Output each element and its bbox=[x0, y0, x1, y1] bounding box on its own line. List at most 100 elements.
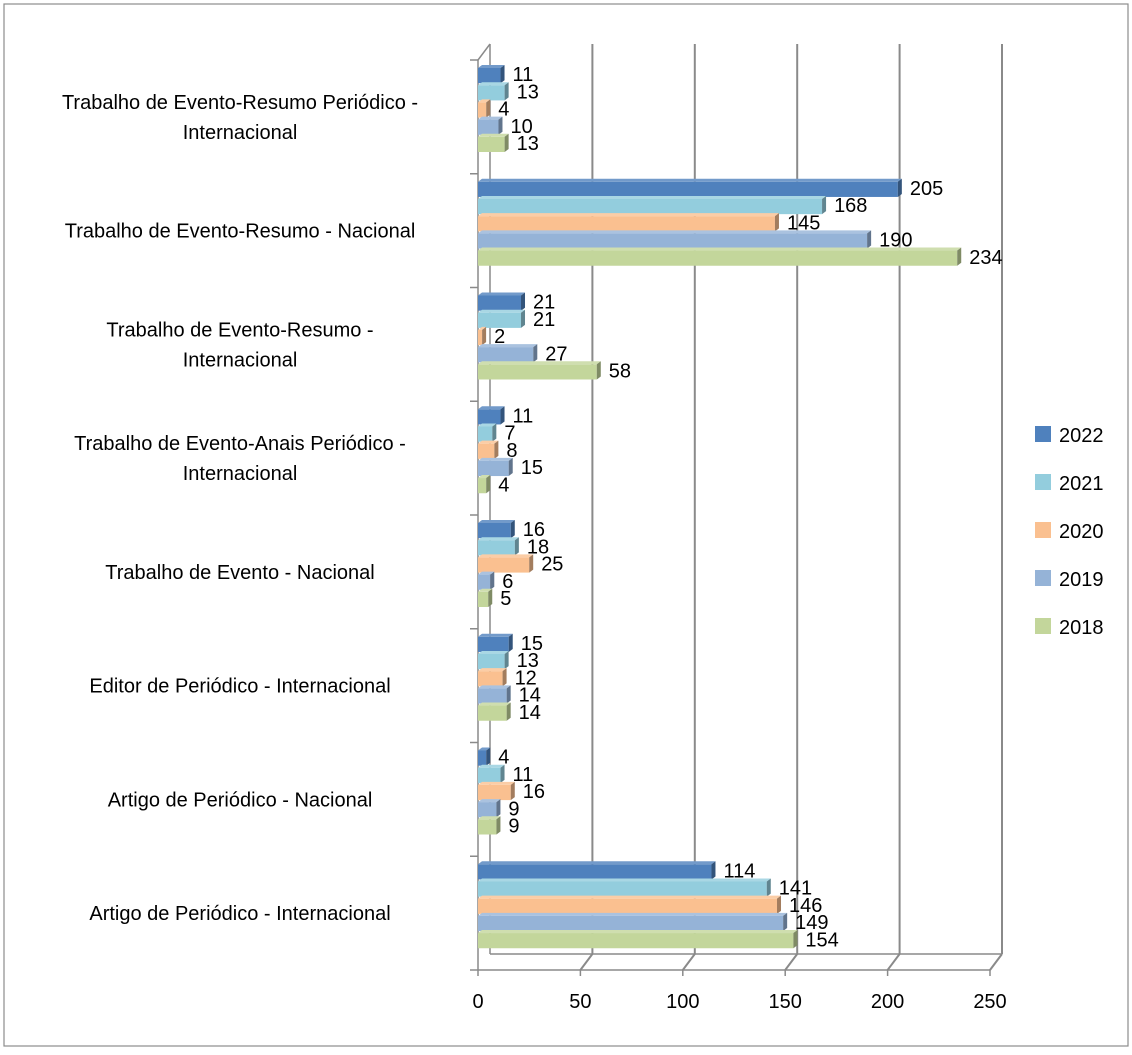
bar-top bbox=[478, 213, 779, 217]
data-label: 7 bbox=[504, 423, 515, 445]
data-label: 25 bbox=[541, 554, 563, 576]
bar-top bbox=[478, 571, 495, 575]
bar-top bbox=[478, 457, 513, 461]
bar-end bbox=[774, 213, 779, 232]
x-tick-label: 200 bbox=[871, 991, 904, 1013]
category-label: Trabalho de Evento-Anais Periódico -Inte… bbox=[74, 433, 406, 485]
legend-label: 2018 bbox=[1059, 617, 1104, 639]
bar-top bbox=[478, 82, 509, 86]
legend-swatch bbox=[1035, 618, 1051, 634]
bar-top bbox=[478, 406, 505, 410]
bar bbox=[478, 653, 505, 670]
bar-end bbox=[508, 457, 513, 477]
data-label: 2 bbox=[494, 326, 505, 348]
data-label: 154 bbox=[805, 929, 838, 951]
bar bbox=[478, 364, 597, 380]
bar bbox=[478, 478, 487, 494]
bar-top bbox=[478, 764, 505, 768]
category-label: Artigo de Periódico - Internacional bbox=[89, 903, 390, 925]
bar bbox=[478, 915, 784, 932]
data-label: 190 bbox=[879, 230, 912, 252]
bar-top bbox=[478, 861, 716, 865]
bar-top bbox=[478, 816, 501, 820]
bar-end bbox=[521, 309, 526, 328]
gridline-floor bbox=[886, 953, 901, 971]
data-label: 12 bbox=[515, 667, 537, 689]
data-label: 11 bbox=[513, 405, 534, 427]
bar-end bbox=[498, 116, 503, 135]
bar-top bbox=[478, 326, 487, 330]
bar-top bbox=[478, 344, 538, 348]
bar bbox=[478, 819, 497, 835]
bar bbox=[478, 767, 501, 783]
bar bbox=[478, 523, 511, 539]
data-label: 9 bbox=[508, 798, 519, 820]
bar-end bbox=[486, 475, 491, 494]
bar-end bbox=[504, 133, 509, 152]
bar-end bbox=[514, 537, 519, 556]
gridline-floor bbox=[579, 953, 594, 971]
bar bbox=[478, 688, 507, 704]
bar bbox=[478, 557, 530, 573]
bar bbox=[478, 68, 501, 84]
category-label: Editor de Periódico - Internacional bbox=[89, 676, 390, 698]
bar-top bbox=[478, 668, 507, 672]
gridline-floor bbox=[989, 953, 1003, 971]
bar-top bbox=[478, 423, 497, 427]
bar bbox=[478, 409, 501, 425]
bar bbox=[478, 443, 495, 459]
bar bbox=[478, 864, 712, 880]
bar bbox=[478, 119, 499, 135]
bar-end bbox=[897, 178, 902, 197]
bar-top bbox=[478, 781, 515, 785]
bar-top bbox=[478, 912, 788, 916]
bar bbox=[478, 233, 868, 249]
legend-swatch bbox=[1035, 522, 1051, 538]
bar bbox=[478, 329, 483, 346]
bar-top bbox=[478, 65, 505, 68]
bar bbox=[478, 250, 958, 266]
bar-end bbox=[502, 668, 507, 687]
bar-end bbox=[510, 781, 515, 801]
y-axis-top-edge bbox=[477, 43, 491, 61]
data-label: 27 bbox=[545, 343, 567, 365]
legend-label: 2020 bbox=[1059, 521, 1104, 543]
bar-end bbox=[793, 930, 798, 949]
bar-end bbox=[496, 799, 501, 818]
bar-top bbox=[478, 878, 771, 882]
category-label: Trabalho de Evento-Resumo Periódico -Int… bbox=[62, 92, 418, 144]
data-label: 205 bbox=[910, 178, 943, 200]
bar-top bbox=[478, 116, 503, 120]
data-label: 16 bbox=[523, 781, 545, 803]
gridline-floor bbox=[784, 953, 799, 971]
bar-top bbox=[478, 361, 601, 365]
bar-end bbox=[500, 406, 505, 425]
category-label: Trabalho de Evento-Resumo - Nacional bbox=[65, 221, 416, 243]
data-label: 15 bbox=[521, 633, 543, 655]
bar bbox=[478, 784, 511, 801]
bar-top bbox=[478, 747, 491, 751]
bar-top bbox=[478, 178, 902, 182]
bar-end bbox=[521, 292, 526, 311]
bar bbox=[478, 85, 505, 101]
bar-top bbox=[478, 554, 534, 558]
bar bbox=[478, 102, 487, 118]
data-label: 141 bbox=[779, 878, 812, 900]
x-tick-label: 250 bbox=[973, 991, 1006, 1013]
data-label: 16 bbox=[523, 519, 545, 541]
category-labels: Trabalho de Evento-Resumo Periódico -Int… bbox=[62, 92, 418, 925]
bar-top bbox=[478, 247, 962, 251]
bar-top bbox=[478, 475, 491, 479]
bar-end bbox=[510, 520, 515, 539]
bar-end bbox=[596, 361, 601, 380]
bar-end bbox=[777, 895, 782, 914]
bar bbox=[478, 198, 823, 215]
data-label: 5 bbox=[500, 588, 511, 610]
data-label: 21 bbox=[533, 292, 555, 314]
gridline-floor bbox=[681, 953, 696, 971]
legend-swatch bbox=[1035, 426, 1051, 442]
bar-end bbox=[486, 99, 491, 118]
data-label: 4 bbox=[498, 474, 509, 496]
